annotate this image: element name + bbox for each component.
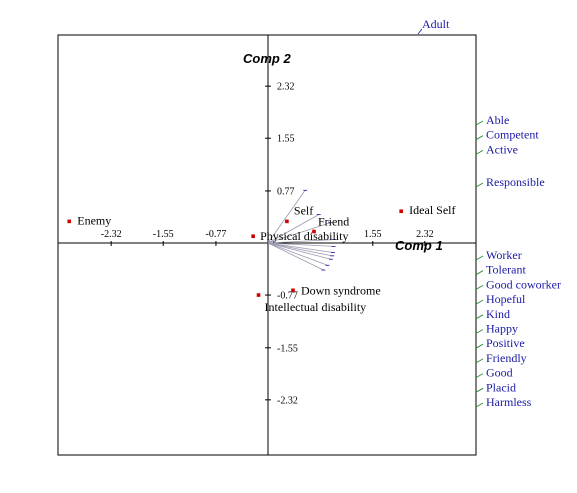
- element-label: Ideal Self: [409, 203, 455, 217]
- x-axis-title: Comp 1: [395, 238, 443, 253]
- element-point: [251, 234, 255, 239]
- attribute-label: Able: [486, 113, 509, 127]
- attribute-vectors: [267, 189, 337, 271]
- attribute-vector: [267, 242, 328, 266]
- attribute-label: Friendly: [486, 351, 527, 365]
- attribute-vector: [267, 242, 324, 271]
- attribute-leader: [475, 182, 484, 188]
- y-tick-label: -0.77: [277, 291, 298, 302]
- element-point: [312, 229, 316, 234]
- attribute-label: Hopeful: [486, 292, 526, 306]
- element-point: [67, 219, 72, 224]
- element-label: Self: [294, 203, 313, 217]
- attribute-vector: [267, 242, 333, 257]
- attribute-vector: [267, 239, 335, 244]
- y-tick-label: 0.77: [277, 186, 295, 197]
- attribute-label: Adult: [422, 17, 450, 31]
- element-label: Physical disability: [260, 229, 348, 243]
- attribute-leader: [475, 402, 484, 408]
- y-axis-title: Comp 2: [243, 51, 291, 66]
- attribute-leader: [475, 329, 484, 334]
- x-tick-label: -2.32: [101, 229, 122, 240]
- attribute-vector: [267, 222, 331, 244]
- y-tick-label: 1.55: [277, 134, 295, 145]
- y-tick-label: 2.32: [277, 82, 295, 93]
- attribute-leader: [475, 314, 484, 320]
- attribute-leader: [475, 343, 484, 349]
- attribute-label: Harmless: [486, 395, 532, 409]
- attribute-vector: [267, 242, 334, 247]
- attribute-leader: [475, 358, 484, 364]
- attribute-leader: [475, 299, 484, 305]
- element-point: [256, 293, 261, 297]
- x-tick-label: 1.55: [364, 229, 382, 240]
- element-label: Down syndrome: [301, 283, 381, 297]
- attribute-label: Tolerant: [486, 263, 526, 277]
- element-label: Enemy: [77, 213, 111, 227]
- x-tick-label: -0.77: [206, 229, 227, 240]
- attribute-leader: [475, 120, 484, 126]
- element-label: Friend: [318, 215, 349, 229]
- attribute-leader: [417, 28, 423, 35]
- attribute-vector: [267, 190, 306, 244]
- attribute-label: Worker: [486, 248, 522, 262]
- attribute-leader: [475, 373, 484, 378]
- attribute-label: Placid: [486, 380, 516, 394]
- attribute-label: Good: [486, 366, 513, 380]
- attribute-leader: [475, 270, 484, 276]
- attribute-leader: [475, 150, 484, 155]
- element-label: Intellectual disability: [265, 300, 367, 314]
- element-point: [399, 209, 403, 214]
- y-tick-label: -2.32: [277, 395, 298, 406]
- axis-ticks: -2.32 -1.55 -0.77 1.55 2.32 2.32 1.55 0.77 -0.77…: [101, 82, 434, 407]
- y-tick-label: -1.55: [277, 343, 298, 354]
- attribute-vector: [267, 242, 331, 260]
- attribute-label: Good coworker: [486, 277, 561, 291]
- attribute-leader: [475, 255, 484, 261]
- x-tick-label: -1.55: [153, 229, 174, 240]
- attribute-vector: [267, 242, 333, 253]
- attribute-label: Responsible: [486, 175, 545, 189]
- attribute-label: Kind: [486, 307, 510, 321]
- attribute-leader: [475, 387, 484, 393]
- attribute-leader: [475, 135, 484, 141]
- attribute-label: Positive: [486, 336, 525, 350]
- attribute-leader: [475, 285, 484, 290]
- attribute-label: Happy: [486, 322, 518, 336]
- element-point: [291, 288, 295, 293]
- element-point: [285, 219, 289, 224]
- attribute-vector: [267, 214, 319, 244]
- attribute-label: Active: [486, 142, 518, 156]
- x-tick-label: 2.32: [416, 229, 434, 240]
- attribute-label: Competent: [486, 128, 539, 142]
- plot-frame: [57, 34, 477, 456]
